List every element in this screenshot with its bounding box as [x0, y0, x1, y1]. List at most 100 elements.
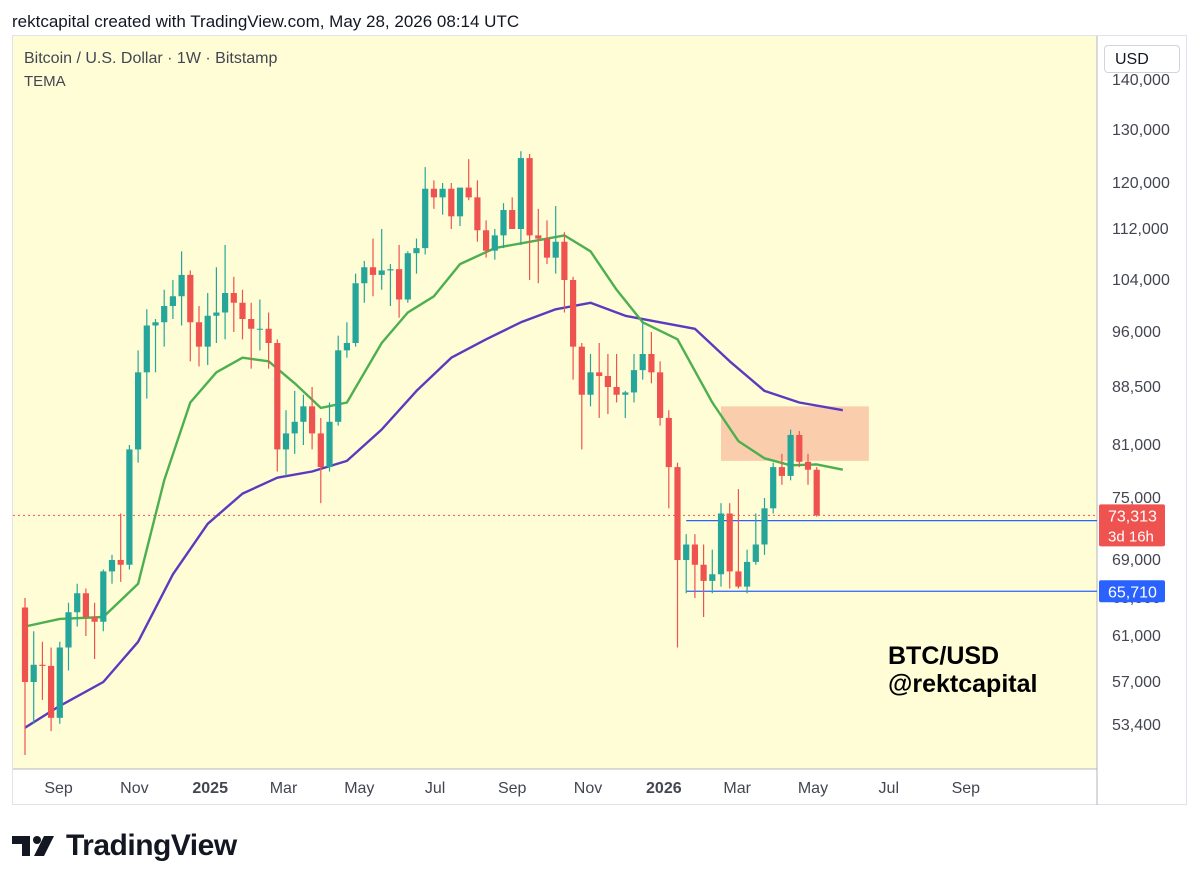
price-tick-label: 130,000: [1112, 122, 1170, 139]
fast-moving-average-line: [24, 234, 844, 628]
candle-body: [674, 467, 681, 560]
candle-body: [648, 354, 655, 373]
candle-body: [526, 158, 533, 236]
price-tick-label: 96,000: [1112, 324, 1161, 341]
tradingview-brand: TradingView: [66, 829, 237, 862]
candle-body: [683, 544, 690, 560]
candle-body: [761, 508, 768, 545]
candle-body: [639, 354, 646, 371]
candle-body: [404, 253, 411, 300]
candle-body: [543, 238, 551, 258]
candle-body: [65, 612, 72, 648]
time-tick-label: Sep: [498, 780, 527, 797]
chart-annotation: BTC/USD @rektcapital: [888, 642, 1037, 698]
indicator-legend[interactable]: TEMA: [24, 73, 66, 90]
time-tick-label: 2025: [192, 780, 228, 797]
candle-body: [709, 574, 716, 581]
price-tick-label: 75,000: [1112, 490, 1161, 507]
price-tick-label: 61,000: [1112, 628, 1161, 645]
candle-body: [483, 230, 490, 251]
candle-body: [630, 370, 638, 393]
candle-body: [204, 315, 211, 347]
time-tick-label: Mar: [270, 780, 298, 797]
candle-body: [587, 372, 594, 395]
candle-body: [778, 467, 785, 476]
candle-body: [657, 372, 664, 418]
candle-body: [387, 269, 394, 271]
candle-body: [804, 461, 812, 470]
candle-body: [552, 241, 559, 258]
candle-body: [91, 617, 98, 622]
candle-body: [570, 280, 577, 347]
candle-body: [752, 544, 759, 562]
time-tick-label: May: [798, 780, 828, 797]
current-price-tag: [1099, 504, 1165, 547]
candle-body: [413, 248, 420, 254]
candle-body: [596, 372, 603, 376]
time-tick-label: Sep: [44, 780, 73, 797]
candle-body: [21, 607, 29, 682]
annotation-pair: BTC/USD: [888, 642, 1000, 670]
candle-body: [274, 343, 281, 450]
candle-body: [256, 328, 263, 330]
candle-body: [770, 467, 777, 509]
candle-body: [309, 406, 316, 434]
candle-body: [796, 434, 803, 462]
candle-body: [622, 392, 629, 395]
candle-body: [361, 267, 368, 284]
candle-body: [369, 267, 377, 275]
candle-body: [291, 421, 298, 434]
time-tick-label: Jul: [425, 780, 445, 797]
price-tick-label: 69,000: [1112, 552, 1161, 569]
candle-body: [787, 434, 794, 476]
candle-countdown-label: 3d 16h: [1108, 528, 1154, 545]
candle-body: [239, 302, 246, 319]
time-tick-label: Mar: [723, 780, 751, 797]
candle-body: [265, 328, 272, 343]
candle-body: [700, 564, 707, 581]
candle-body: [613, 387, 620, 395]
candle-body: [195, 322, 203, 347]
candle-body: [517, 158, 524, 229]
candle-body: [187, 274, 194, 323]
candle-body: [396, 269, 403, 300]
candle-body: [578, 346, 585, 395]
candle-body: [509, 210, 516, 229]
tradingview-footer[interactable]: TradingView: [12, 828, 237, 864]
candle-body: [335, 350, 342, 422]
time-tick-label: Jul: [879, 780, 899, 797]
price-tick-label: 104,000: [1112, 272, 1170, 289]
candle-body: [48, 665, 55, 718]
resistance-zone: [721, 406, 869, 461]
candle-body: [222, 293, 229, 313]
candle-body: [456, 187, 464, 217]
candle-body: [500, 210, 507, 236]
price-tick-label: 81,000: [1112, 437, 1161, 454]
candle-body: [352, 283, 359, 343]
candle-body: [491, 235, 498, 251]
candle-body: [474, 197, 481, 231]
candle-body: [717, 513, 725, 575]
candle-body: [143, 325, 150, 373]
currency-button[interactable]: USD: [1104, 45, 1180, 73]
candle-body: [169, 296, 176, 306]
chart-credit-header: rektcapital created with TradingView.com…: [12, 12, 520, 31]
level-price-tag: [1099, 580, 1165, 603]
time-tick-label: Sep: [952, 780, 981, 797]
candle-body: [126, 449, 133, 565]
time-tick-label: Nov: [120, 780, 148, 797]
candle-body: [317, 433, 324, 468]
candle-body: [744, 561, 751, 587]
price-tick-label: 88,500: [1112, 379, 1161, 396]
symbol-legend[interactable]: Bitcoin / U.S. Dollar · 1W · Bitstamp: [24, 50, 278, 67]
time-tick-label: May: [344, 780, 374, 797]
candle-body: [665, 417, 672, 468]
candle-body: [430, 188, 437, 198]
candle-body: [735, 571, 742, 587]
price-tick-label: 120,000: [1112, 175, 1170, 192]
current-price-label: 73,313: [1108, 508, 1157, 525]
price-tick-label: 53,400: [1112, 717, 1161, 734]
candle-body: [343, 343, 350, 351]
candle-body: [448, 188, 455, 217]
